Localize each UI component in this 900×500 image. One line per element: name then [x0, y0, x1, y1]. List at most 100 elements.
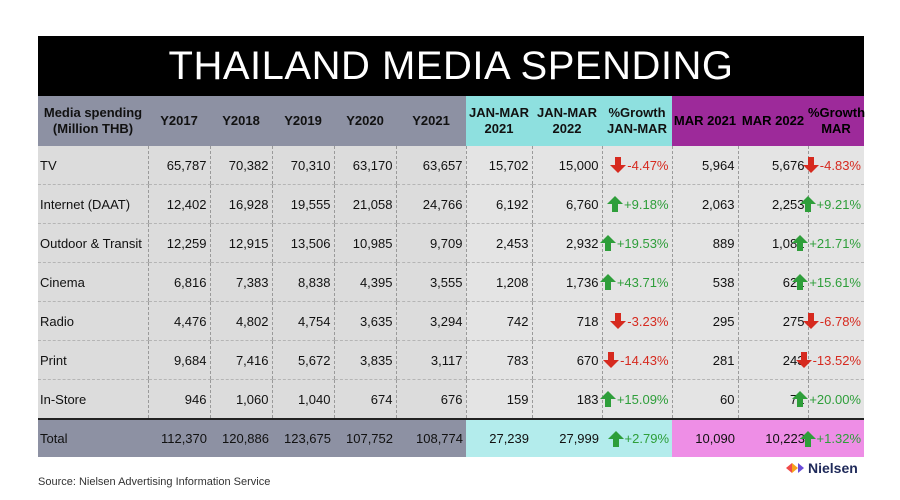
value-cell: 1,736 [531, 262, 602, 302]
table-row: Print 9,684 7,416 5,672 3,835 3,117 783 670 -14.… [38, 340, 864, 380]
growth-percent: +19.53% [616, 235, 669, 251]
media-label: In-Store [38, 379, 148, 420]
header-y2020: Y2020 [334, 96, 396, 146]
value-cell: 27,239 [466, 418, 532, 457]
value-cell: 1,208 [465, 262, 532, 302]
value-cell: 4,754 [271, 301, 334, 341]
arrow-up-icon [607, 430, 624, 447]
value-cell: 6,192 [465, 184, 532, 224]
header-y2021: Y2021 [396, 96, 466, 146]
value-cell: 16,928 [209, 184, 272, 224]
arrow-down-icon [802, 157, 819, 173]
growth-value: +15.09% [599, 391, 669, 407]
value-cell: 7,383 [209, 262, 272, 302]
header-growth-mar: %Growth MAR [808, 96, 865, 146]
arrow-up-icon [799, 430, 816, 447]
growth-value: -4.83% [802, 157, 861, 173]
value-cell: 63,657 [395, 146, 466, 185]
growth-value: +43.71% [599, 274, 669, 290]
value-cell: 10,985 [333, 223, 396, 263]
growth-value: +19.53% [599, 235, 669, 251]
media-label: Radio [38, 301, 148, 341]
arrow-up-icon [599, 235, 616, 251]
value-cell: 281 [671, 340, 738, 380]
arrow-down-icon [603, 352, 620, 368]
growth-value: -4.47% [606, 157, 669, 173]
value-cell: 676 [395, 379, 466, 420]
table-row: TV 65,787 70,382 70,310 63,170 63,657 15,702 15… [38, 146, 864, 185]
value-cell: 65,787 [147, 146, 210, 185]
growth-value: +1.32% [799, 430, 861, 447]
value-cell: 783 [465, 340, 532, 380]
arrow-down-icon [610, 157, 627, 173]
value-cell: 9,709 [395, 223, 466, 263]
value-cell: 2,453 [465, 223, 532, 263]
arrow-up-icon [599, 391, 616, 407]
growth-value: -14.43% [603, 352, 669, 368]
growth-value: +9.18% [606, 196, 669, 212]
header-y2018: Y2018 [210, 96, 272, 146]
value-cell: 670 [531, 340, 602, 380]
value-cell: 5,672 [271, 340, 334, 380]
value-cell: 70,310 [271, 146, 334, 185]
media-label: Total [38, 418, 148, 457]
value-cell: 6,816 [147, 262, 210, 302]
value-cell: 8,838 [271, 262, 334, 302]
growth-percent: +2.79% [624, 431, 669, 446]
media-label: Outdoor & Transit [38, 223, 148, 263]
growth-cell: -3.23% [601, 301, 672, 341]
value-cell: 24,766 [395, 184, 466, 224]
value-cell: 718 [531, 301, 602, 341]
header-mar-2022: MAR 2022 [738, 96, 808, 146]
value-cell: 3,117 [395, 340, 466, 380]
value-cell: 4,802 [209, 301, 272, 341]
value-cell: 112,370 [148, 418, 210, 457]
growth-cell: +20.00% [792, 379, 864, 420]
table-row: Cinema 6,816 7,383 8,838 4,395 3,555 1,208 1,73… [38, 262, 864, 302]
growth-percent: +15.61% [809, 274, 861, 290]
table-body: TV 65,787 70,382 70,310 63,170 63,657 15,702 15… [38, 146, 864, 420]
growth-cell: +1.32% [799, 418, 864, 457]
header-y2019: Y2019 [272, 96, 334, 146]
header-janmar-2021: JAN-MAR 2021 [466, 96, 532, 146]
value-cell: 295 [671, 301, 738, 341]
table-row: Outdoor & Transit 12,259 12,915 13,506 10,98… [38, 223, 864, 263]
value-cell: 27,999 [532, 418, 602, 457]
growth-percent: +15.09% [616, 391, 669, 407]
table-row: In-Store 946 1,060 1,040 674 676 159 183 +15.09%… [38, 379, 864, 420]
growth-percent: +43.71% [616, 274, 669, 290]
growth-value: +15.61% [792, 274, 861, 290]
value-cell: 7,416 [209, 340, 272, 380]
value-cell: 123,675 [272, 418, 334, 457]
growth-percent: -4.83% [819, 157, 861, 173]
growth-value: -13.52% [795, 352, 861, 368]
value-cell: 120,886 [210, 418, 272, 457]
value-cell: 9,684 [147, 340, 210, 380]
media-label: Internet (DAAT) [38, 184, 148, 224]
value-cell: 538 [671, 262, 738, 302]
growth-value: +20.00% [792, 391, 861, 407]
growth-cell: +9.18% [601, 184, 672, 224]
arrow-up-icon [607, 196, 624, 212]
value-cell: 108,774 [396, 418, 466, 457]
value-cell: 10,090 [672, 418, 738, 457]
growth-cell: -4.47% [601, 146, 672, 185]
nielsen-logo: Nielsen [786, 460, 858, 476]
arrow-up-icon [799, 196, 816, 212]
value-cell: 19,555 [271, 184, 334, 224]
nielsen-logo-text: Nielsen [808, 460, 858, 476]
growth-value: +9.21% [799, 196, 861, 212]
value-cell: 5,964 [671, 146, 738, 185]
growth-cell: +9.21% [799, 184, 864, 224]
growth-cell: -14.43% [601, 340, 672, 380]
value-cell: 3,294 [395, 301, 466, 341]
growth-percent: +21.71% [809, 235, 861, 251]
value-cell: 946 [147, 379, 210, 420]
value-cell: 3,835 [333, 340, 396, 380]
media-label: TV [38, 146, 148, 185]
arrow-down-icon [610, 313, 627, 329]
growth-percent: +20.00% [809, 391, 861, 407]
value-cell: 183 [531, 379, 602, 420]
growth-percent: -4.47% [627, 157, 669, 173]
value-cell: 159 [465, 379, 532, 420]
